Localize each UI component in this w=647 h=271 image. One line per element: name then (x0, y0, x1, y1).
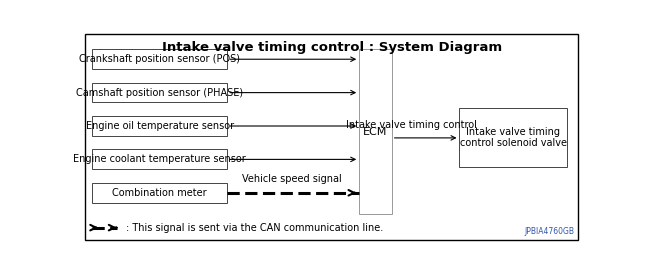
Text: JPBIA4760GB: JPBIA4760GB (525, 227, 575, 236)
Text: Crankshaft position sensor (POS): Crankshaft position sensor (POS) (79, 54, 240, 64)
Bar (92, 149, 227, 169)
Text: ECM: ECM (363, 127, 388, 137)
Text: : This signal is sent via the CAN communication line.: : This signal is sent via the CAN commun… (126, 222, 383, 233)
Text: Camshaft position sensor (PHASE): Camshaft position sensor (PHASE) (76, 88, 243, 98)
Bar (359, 49, 392, 214)
Bar (459, 108, 567, 167)
Bar (92, 183, 227, 203)
Text: Engine coolant temperature sensor: Engine coolant temperature sensor (73, 154, 246, 164)
Text: Vehicle speed signal: Vehicle speed signal (241, 174, 342, 184)
Text: Intake valve timing
control solenoid valve: Intake valve timing control solenoid val… (460, 127, 567, 148)
Bar (92, 83, 227, 102)
Text: Engine oil temperature sensor: Engine oil temperature sensor (85, 121, 234, 131)
Text: Combination meter: Combination meter (113, 188, 207, 198)
Bar (92, 49, 227, 69)
Bar (92, 116, 227, 136)
Text: Intake valve timing control : System Diagram: Intake valve timing control : System Dia… (162, 41, 501, 54)
Text: Intake valve timing control: Intake valve timing control (346, 120, 477, 130)
